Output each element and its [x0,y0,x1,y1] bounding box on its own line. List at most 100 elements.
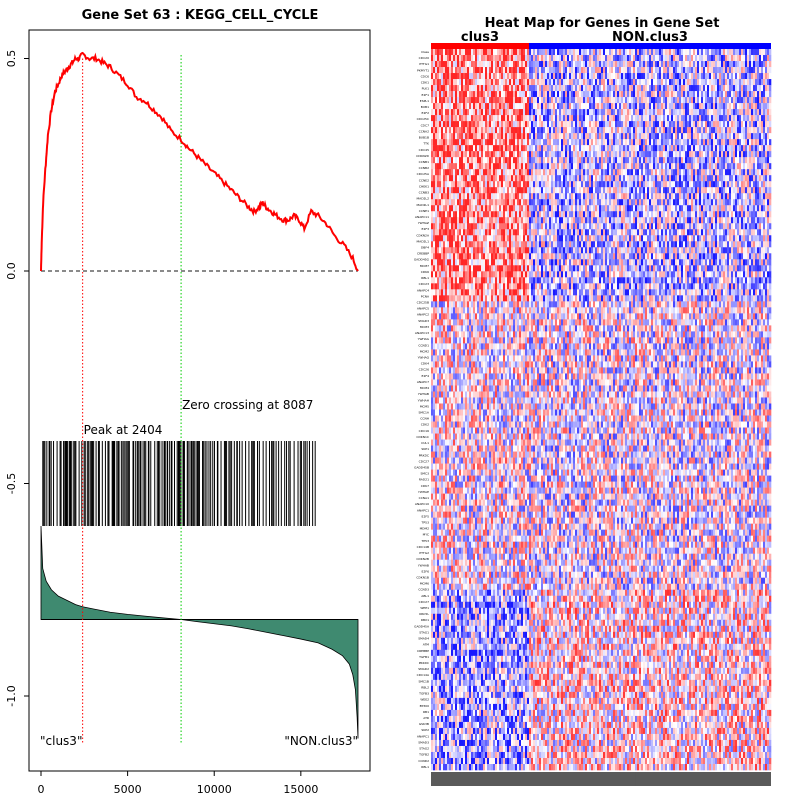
heatmap-cell [461,181,463,187]
heatmap-cell [715,115,717,121]
heatmap-cell [481,49,483,55]
heatmap-cell [449,163,451,169]
heatmap-cell [511,85,513,91]
heatmap-cell [643,109,645,115]
heatmap-cell [745,199,747,205]
heatmap-cell [751,109,753,115]
heatmap-cell [759,121,761,127]
heatmap-cell [659,109,661,115]
heatmap-cell [581,91,583,97]
heatmap-cell [531,61,533,67]
heatmap-cell [679,115,681,121]
heatmap-cell [555,139,557,145]
heatmap-cell [645,103,647,109]
heatmap-cell [451,133,453,139]
heatmap-cell [583,49,585,55]
heatmap-cell [487,139,489,145]
heatmap-cell [539,145,541,151]
heatmap-cell [605,103,607,109]
heatmap-cell [481,199,483,205]
heatmap-cell [749,193,751,199]
heatmap-cell [495,55,497,61]
heatmap-cell [543,133,545,139]
heatmap-cell [533,145,535,151]
heatmap-cell [445,61,447,67]
heatmap-cell [683,67,685,73]
heatmap-cell [489,211,491,217]
heatmap-cell [685,163,687,169]
heatmap-cell [467,73,469,79]
heatmap-cell [653,49,655,55]
heatmap-cell [633,103,635,109]
heatmap-cell [505,115,507,121]
heatmap-cell [703,109,705,115]
heatmap-cell [671,109,673,115]
heatmap-cell [741,73,743,79]
heatmap-cell [665,181,667,187]
heatmap-cell [499,175,501,181]
heatmap-cell [663,67,665,73]
heatmap-cell [689,127,691,133]
heatmap-cell [435,115,437,121]
heatmap-cell [561,133,563,139]
heatmap-cell [449,115,451,121]
heatmap-cell [517,73,519,79]
heatmap-cell [485,139,487,145]
heatmap-cell [689,49,691,55]
heatmap-cell [535,169,537,175]
heatmap-cell [719,103,721,109]
heatmap-cell [551,73,553,79]
heatmap-cell [479,103,481,109]
heatmap-cell [725,145,727,151]
heatmap-cell [743,61,745,67]
heatmap-cell [729,79,731,85]
heatmap-cell [697,61,699,67]
heatmap-cell [737,67,739,73]
heatmap-cell [499,211,501,217]
heatmap-cell [741,157,743,163]
heatmap-cell [735,181,737,187]
heatmap-cell [735,199,737,205]
heatmap-cell [685,85,687,91]
heatmap-cell [525,109,527,115]
heatmap-cell [615,61,617,67]
heatmap-cell [483,91,485,97]
heatmap-cell [683,199,685,205]
heatmap-cell [545,91,547,97]
heatmap-cell [587,109,589,115]
heatmap-cell [673,79,675,85]
heatmap-cell [729,205,731,211]
heatmap-cell [601,55,603,61]
heatmap-cell [769,139,771,145]
heatmap-cell [631,193,633,199]
heatmap-cell [703,79,705,85]
heatmap-cell [715,61,717,67]
heatmap-cell [473,55,475,61]
heatmap-cell [647,49,649,55]
heatmap-cell [701,121,703,127]
heatmap-cell [653,199,655,205]
heatmap-cell [589,139,591,145]
heatmap-cell [705,49,707,55]
heatmap-cell [593,169,595,175]
heatmap-cell [493,91,495,97]
heatmap-cell [563,127,565,133]
heatmap-cell [703,61,705,67]
heatmap-cell [535,157,537,163]
heatmap-cell [609,67,611,73]
heatmap-cell [537,163,539,169]
heatmap-cell [589,127,591,133]
heatmap-cell [483,163,485,169]
heatmap-cell [435,49,437,55]
heatmap-cell [481,181,483,187]
heatmap-cell [587,169,589,175]
heatmap-cell [455,103,457,109]
heatmap-cell [509,217,511,223]
heatmap-cell [511,115,513,121]
heatmap-cell [443,67,445,73]
heatmap-cell [475,211,477,217]
heatmap-cell [663,79,665,85]
heatmap-cell [435,157,437,163]
heatmap-cell [495,217,497,223]
heatmap-cell [503,199,505,205]
